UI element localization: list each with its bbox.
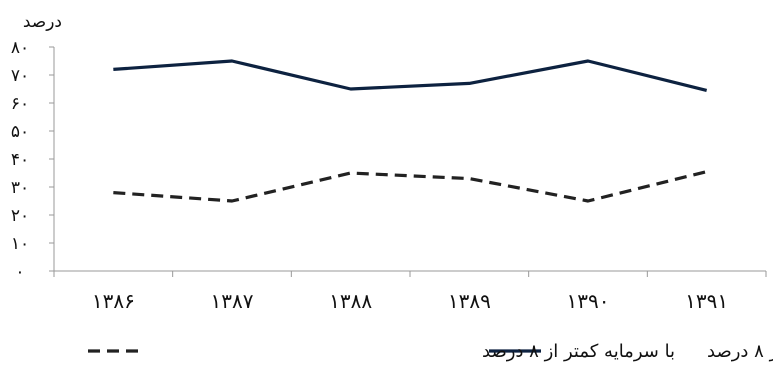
x-tick-label: ۱۳۸۷ [211, 289, 254, 313]
x-tick-label: ۱۳۹۱ [685, 289, 728, 313]
series-line-1 [113, 59, 708, 92]
x-tick-label: ۱۳۸۹ [448, 289, 491, 313]
series-line-2 [113, 170, 708, 203]
y-tick-label: ۵۰ [11, 122, 29, 142]
x-tick-label: ۱۳۸۶ [92, 289, 135, 313]
y-tick-label: ۴۰ [11, 150, 29, 170]
y-tick-label: ۲۰ [11, 206, 29, 226]
legend: با سرمایه بیشتر از ۸ درصد با سرمایه کمتر … [88, 341, 773, 362]
y-tick-label: ۰ [15, 262, 24, 282]
legend-label-1: با سرمایه بیشتر از ۸ درصد [707, 341, 773, 362]
x-ticks: ۱۳۸۶ ۱۳۸۷ ۱۳۸۸ ۱۳۸۹ ۱۳۹۰ ۱۳۹۱ [53, 271, 767, 313]
y-tick-label: ۱۰ [11, 234, 29, 254]
x-tick-label: ۱۳۸۸ [329, 289, 372, 313]
x-tick-label: ۱۳۹۰ [567, 289, 610, 313]
y-ticks: ۰ ۱۰ ۲۰ ۳۰ ۴۰ ۵۰ ۶۰ ۷۰ ۸۰ [11, 38, 54, 282]
y-axis-unit-label: درصد [23, 12, 62, 32]
y-tick-label: ۳۰ [11, 178, 29, 198]
legend-label-2: با سرمایه کمتر از ۸ درصد [482, 341, 675, 362]
series-group [113, 59, 708, 203]
y-tick-label: ۷۰ [11, 66, 29, 86]
y-tick-label: ۸۰ [11, 38, 29, 58]
y-tick-label: ۶۰ [11, 94, 29, 114]
